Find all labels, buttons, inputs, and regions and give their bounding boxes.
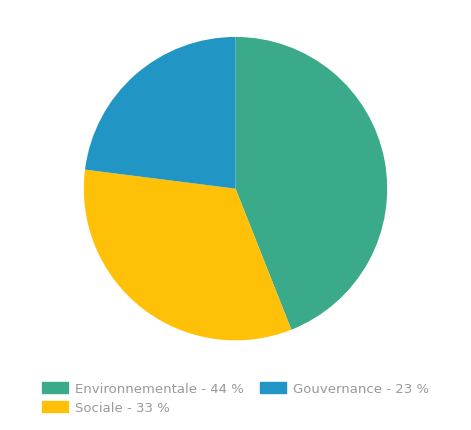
Legend: Environnementale - 44 %, Sociale - 33 %, Gouvernance - 23 %: Environnementale - 44 %, Sociale - 33 %,… [35, 375, 436, 421]
Wedge shape [85, 38, 236, 189]
Wedge shape [236, 38, 387, 330]
Wedge shape [84, 170, 292, 341]
